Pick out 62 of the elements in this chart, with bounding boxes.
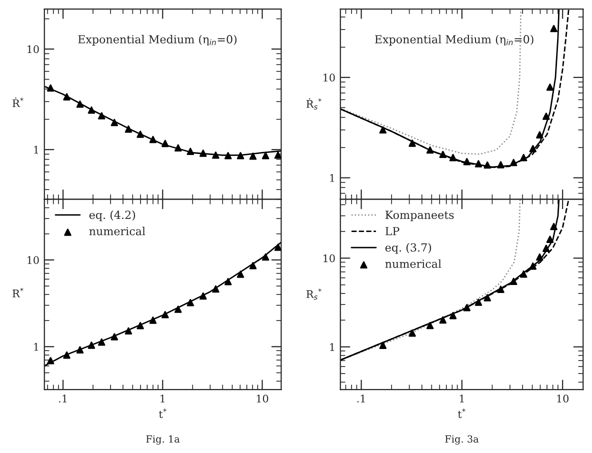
point — [88, 342, 96, 349]
point — [174, 144, 182, 152]
point — [199, 150, 207, 157]
point — [186, 298, 194, 306]
point — [149, 136, 157, 144]
y-tick-label: 10 — [324, 74, 335, 82]
point — [236, 152, 244, 160]
point — [199, 292, 207, 300]
point — [124, 125, 132, 133]
legend-label: Kompaneets — [385, 210, 454, 222]
y-tick-label: 10 — [28, 256, 39, 264]
point — [124, 327, 132, 335]
x-tick-label: .1 — [357, 394, 365, 403]
x-tick-label: 1 — [460, 394, 464, 402]
y-axis-title: Ṙ$^{*}$ — [12, 97, 24, 108]
point — [186, 148, 194, 155]
y-tick-label: 10 — [324, 254, 335, 262]
point — [249, 262, 257, 270]
point — [249, 152, 257, 160]
point — [162, 311, 169, 318]
y-axis-title: Ṙ$_{s}$$^{*}$ — [306, 98, 322, 110]
point — [136, 130, 144, 138]
point — [174, 306, 182, 313]
point — [274, 152, 282, 159]
y-tick-label: 1 — [34, 146, 38, 154]
point — [212, 152, 220, 159]
point — [136, 322, 144, 330]
y-tick-label: 1 — [330, 343, 334, 351]
x-tick-label: .1 — [59, 394, 67, 403]
y-tick-label: 10 — [28, 45, 39, 54]
point — [162, 140, 169, 148]
legend-label: numerical — [385, 259, 442, 268]
point — [88, 106, 96, 114]
point — [224, 278, 232, 286]
x-tick-label: 1 — [160, 394, 164, 402]
text: Exponential Medium (η$_{in}$=0) — [374, 34, 534, 46]
x-axis-title: t$^{*}$ — [158, 408, 166, 418]
legend-label: numerical — [89, 226, 146, 236]
point — [110, 333, 118, 340]
point — [110, 118, 118, 126]
y-tick-label: 1 — [330, 174, 334, 182]
y-tick-label: 1 — [34, 342, 38, 351]
point — [63, 93, 70, 100]
y-axis-title: R$^{*}$ — [12, 288, 24, 298]
caption: Fig. 1a — [146, 435, 180, 445]
point — [262, 253, 270, 261]
caption: Fig. 3a — [445, 435, 479, 445]
point — [212, 285, 220, 293]
legend-label: eq. (4.2) — [89, 210, 136, 222]
point — [149, 316, 157, 324]
point — [63, 351, 70, 359]
text: Exponential Medium (η$_{in}$=0) — [78, 34, 237, 46]
x-tick-label: 10 — [256, 394, 268, 403]
legend-label: eq. (3.7) — [385, 243, 432, 254]
point — [262, 152, 270, 160]
legend-label: LP — [385, 227, 400, 236]
x-tick-label: 10 — [557, 394, 569, 403]
point — [236, 270, 244, 278]
point — [224, 152, 232, 160]
y-axis-title: R$_{s}$$^{*}$ — [306, 288, 322, 300]
point — [274, 244, 282, 251]
x-axis-title: t$^{*}$ — [458, 408, 466, 418]
